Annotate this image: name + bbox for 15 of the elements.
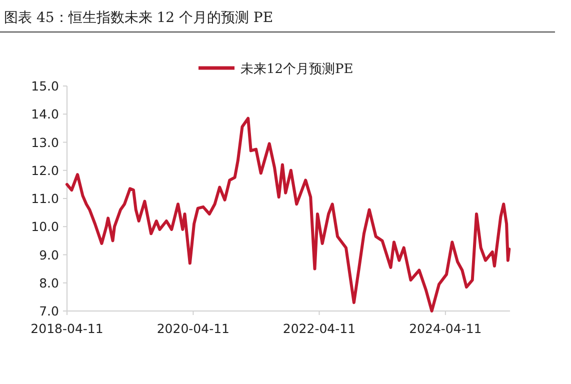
- chart-title: 图表 45：恒生指数未来 12 个月的预测 PE: [4, 10, 274, 26]
- y-tick-label: 7.0: [39, 304, 60, 318]
- y-tick-label: 13.0: [31, 134, 60, 150]
- x-tick-label: 2020-04-11: [156, 321, 230, 336]
- x-tick-label: 2022-04-11: [282, 321, 356, 336]
- y-tick-label: 12.0: [31, 162, 60, 178]
- legend-label: 未来12个月预测PE: [240, 62, 354, 77]
- y-tick-label: 14.0: [31, 106, 60, 122]
- x-tick-label: 2018-04-11: [30, 321, 104, 336]
- y-tick-label: 11.0: [31, 191, 60, 206]
- y-tick-label: 8.0: [39, 275, 60, 290]
- x-tick-label: 2024-04-11: [409, 321, 482, 336]
- y-tick-label: 9.0: [39, 247, 60, 262]
- y-tick-label: 10.0: [31, 219, 60, 234]
- y-tick-label: 15.0: [31, 78, 60, 94]
